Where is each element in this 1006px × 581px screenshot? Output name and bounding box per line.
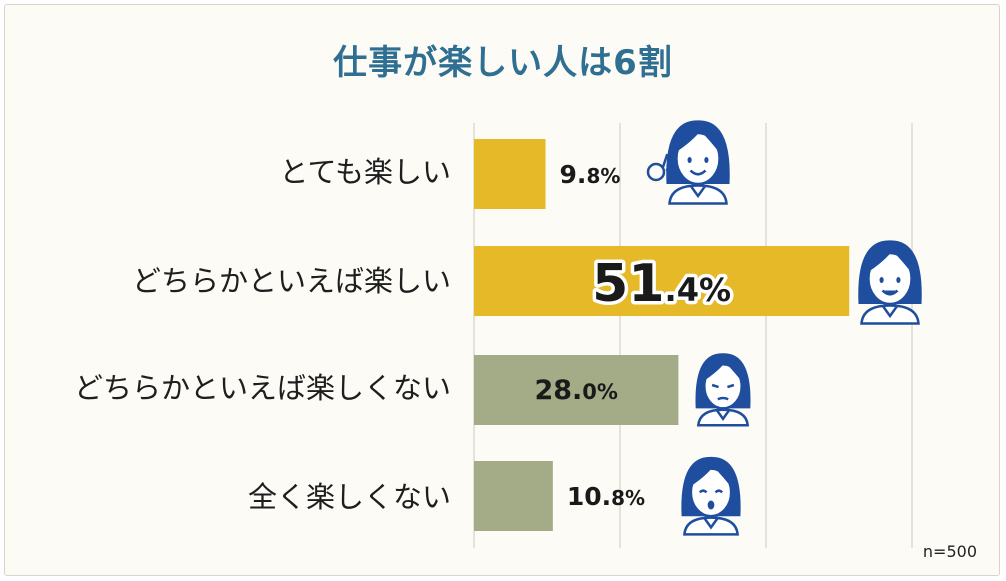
shocked-woman-icon: [681, 456, 741, 536]
chart-title: 仕事が楽しい人は6割: [333, 43, 673, 83]
sample-size-note: n=500: [922, 542, 977, 561]
chart-card: 仕事が楽しい人は6割 9.8% 51.4% 28.0% 10.8% とても楽しい どち…: [4, 4, 1000, 576]
data-label-3: 10.8%: [567, 482, 645, 511]
bar-chart: 9.8% 51.4% 28.0% 10.8%: [473, 120, 922, 548]
bar-2: [474, 355, 679, 425]
category-label-somewhat-not-fun: どちらかといえば楽しくない: [73, 371, 451, 405]
bar-0: [474, 139, 546, 209]
ok-sign-woman-icon: [666, 120, 730, 205]
data-label-2: 28.0%: [534, 375, 618, 406]
category-label-somewhat-fun: どちらかといえば楽しい: [131, 264, 451, 298]
ok-hand-icon: [646, 153, 678, 182]
category-label-very-fun: とても楽しい: [279, 155, 451, 189]
bar-1: [474, 246, 850, 316]
smiling-woman-icon: [858, 240, 922, 325]
category-label-not-fun-at-all: 全く楽しくない: [247, 480, 451, 514]
troubled-woman-icon: [695, 353, 751, 427]
data-label-0: 9.8%: [560, 160, 621, 189]
data-label-1: 51.4%: [592, 254, 731, 314]
bar-3: [474, 461, 553, 531]
